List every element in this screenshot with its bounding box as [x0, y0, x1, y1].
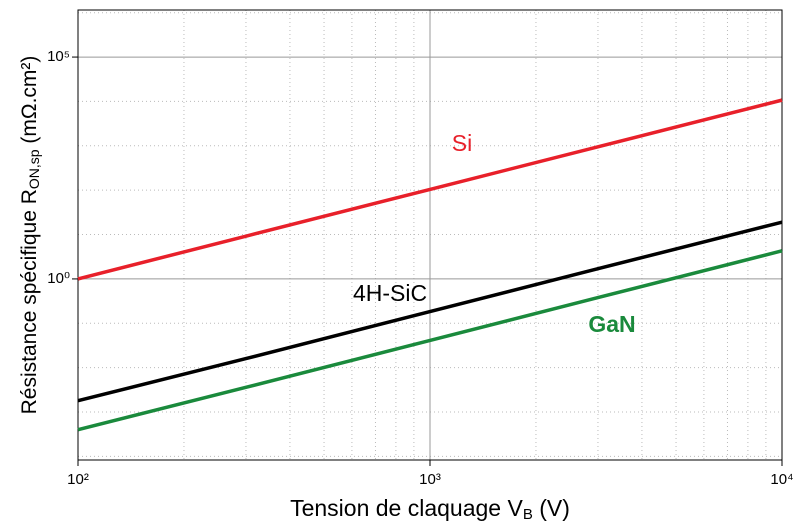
y-axis-label: Résistance spécifique RON,sp (mΩ.cm²) — [18, 56, 42, 415]
y-label-text: Résistance spécifique R — [18, 189, 41, 414]
plot-frame — [77, 9, 783, 461]
x-label-unit: (V) — [539, 495, 570, 521]
x-label-sub: B — [523, 506, 533, 523]
series-label: GaN — [588, 311, 635, 337]
y-tick-label: 10⁰ — [47, 270, 70, 287]
series-line — [77, 249, 783, 432]
x-label-text: Tension de claquage V — [290, 495, 523, 521]
x-tick-label: 10⁴ — [770, 471, 793, 488]
series-label: 4H-SiC — [353, 280, 427, 306]
series-label: Si — [452, 130, 472, 156]
y-tick-label: 10⁵ — [47, 48, 70, 65]
x-tick-label: 10³ — [419, 471, 441, 488]
x-tick-label: 10² — [67, 471, 89, 488]
x-axis-label: Tension de claquage VB (V) — [290, 495, 570, 523]
series-line — [77, 98, 783, 281]
y-label-unit: (mΩ.cm²) — [18, 56, 41, 144]
series-line — [77, 220, 783, 403]
y-label-sub: ON,sp — [26, 149, 42, 189]
